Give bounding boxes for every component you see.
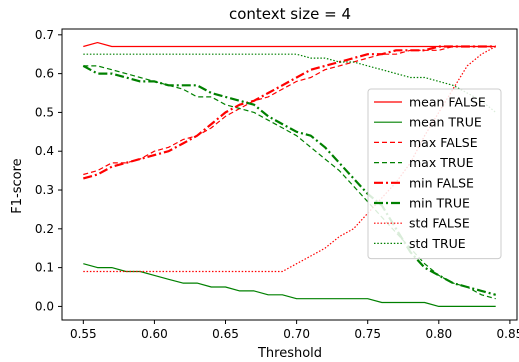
plot-frame [61, 28, 518, 321]
legend-label: mean FALSE [409, 95, 486, 110]
series-line-3 [83, 65, 496, 300]
x-tick-label: 0.60 [141, 327, 168, 341]
x-tick-label: 0.75 [354, 327, 381, 341]
y-tick-label: 0.7 [35, 28, 54, 42]
legend-label: min FALSE [409, 175, 474, 190]
x-tick-label: 0.65 [212, 327, 239, 341]
series-line-4 [83, 45, 496, 180]
legend-label: mean TRUE [409, 115, 482, 130]
y-tick-label: 0.6 [35, 67, 54, 81]
series-line-7 [83, 53, 497, 113]
x-tick-label: 0.85 [497, 327, 519, 341]
y-axis-label: F1-score [10, 158, 25, 213]
legend-label: max TRUE [409, 155, 474, 170]
y-tick-label: 0.3 [35, 183, 54, 197]
x-axis: 0.55 0.60 0.65 0.70 0.75 0.80 0.85 [70, 320, 519, 341]
plot-area [61, 28, 518, 321]
series-line-2 [83, 45, 496, 176]
x-tick-label: 0.80 [425, 327, 452, 341]
series-line-0 [83, 41, 496, 48]
legend: mean FALSE mean TRUE max FALSE max TRUE min … [367, 88, 502, 260]
y-axis: 0.0 0.1 0.2 0.3 0.4 0.5 0.6 0.7 [35, 28, 62, 313]
y-tick-label: 0.5 [35, 105, 54, 119]
legend-label: std FALSE [409, 216, 470, 231]
x-tick-label: 0.55 [70, 327, 97, 341]
legend-label: std TRUE [409, 236, 466, 251]
x-axis-label: Threshold [257, 346, 322, 361]
legend-label: max FALSE [409, 135, 478, 150]
x-tick-label: 0.70 [283, 327, 310, 341]
legend-box [367, 88, 502, 260]
y-tick-label: 0.2 [35, 222, 54, 236]
chart-title: context size = 4 [229, 5, 351, 23]
series-line-5 [82, 64, 496, 296]
y-tick-label: 0.1 [35, 261, 54, 275]
y-tick-label: 0.4 [35, 144, 54, 158]
y-tick-label: 0.0 [35, 299, 54, 313]
series-line-1 [83, 263, 496, 307]
legend-label: min TRUE [409, 196, 470, 211]
